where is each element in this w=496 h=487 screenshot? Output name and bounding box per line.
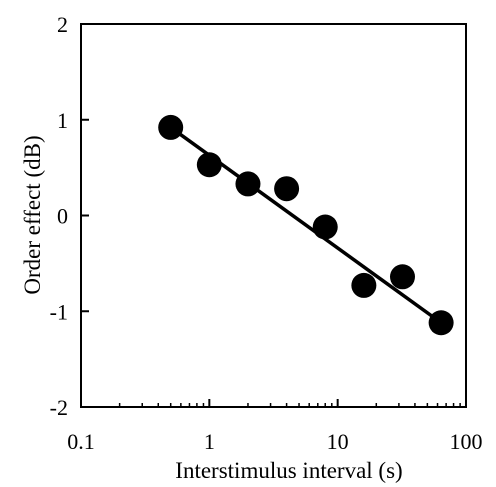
x-axis-title: Interstimulus interval (s)	[175, 458, 402, 483]
y-tick-label: -2	[50, 395, 68, 420]
data-point	[235, 171, 261, 197]
y-axis-title: Order effect (dB)	[20, 135, 45, 294]
y-tick-label: 2	[57, 12, 68, 37]
data-point	[274, 176, 300, 202]
x-tick-label: 100	[450, 429, 483, 454]
data-point	[389, 264, 415, 290]
plot-frame	[80, 23, 467, 408]
data-point	[196, 152, 222, 178]
x-axis-ticks	[80, 399, 467, 407]
y-tick-label: -1	[50, 299, 68, 324]
data-point	[158, 114, 184, 140]
x-tick-label: 0.1	[67, 429, 95, 454]
x-tick-label: 1	[204, 429, 215, 454]
data-point	[351, 272, 377, 298]
y-axis-ticks	[81, 23, 89, 408]
data-point	[428, 310, 454, 336]
y-tick-label: 0	[57, 204, 68, 229]
x-tick-labels: 0.1 1 10 100	[67, 429, 482, 454]
y-tick-labels: -2 -1 0 1 2	[50, 12, 68, 420]
x-tick-label: 10	[327, 429, 349, 454]
data-point	[312, 214, 338, 240]
y-tick-label: 1	[57, 108, 68, 133]
data-points	[158, 114, 454, 336]
